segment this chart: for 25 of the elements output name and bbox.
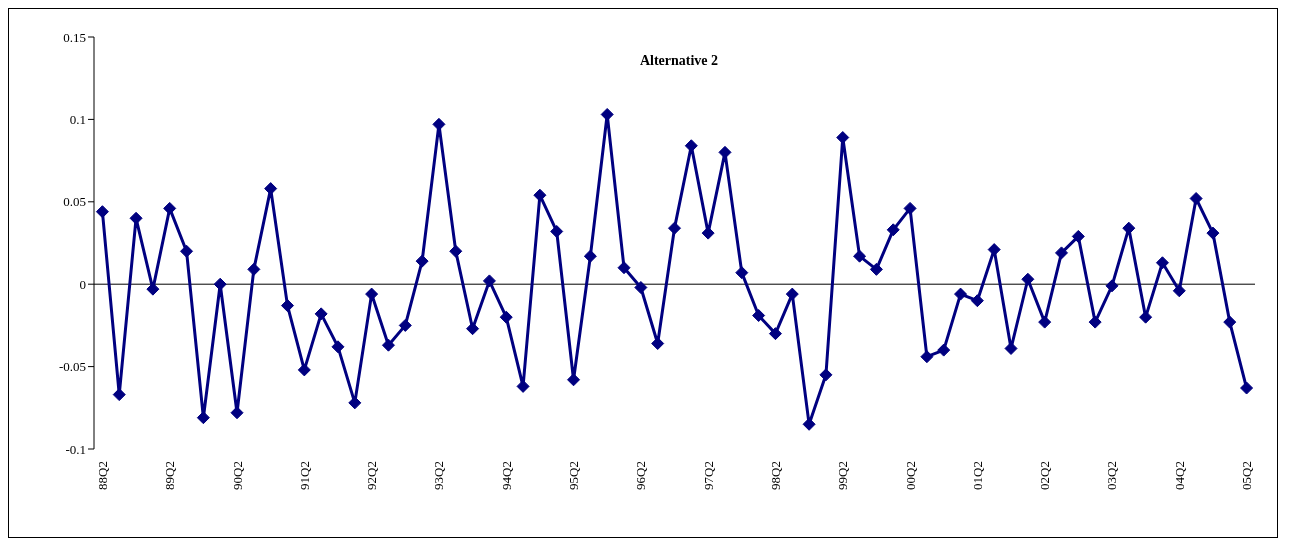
x-tick-label: 92Q2 bbox=[364, 461, 380, 490]
x-tick-label: 05Q2 bbox=[1239, 461, 1255, 490]
x-tick-label: 93Q2 bbox=[431, 461, 447, 490]
y-tick-label: -0.05 bbox=[58, 359, 86, 375]
x-tick-label: 95Q2 bbox=[566, 461, 582, 490]
text: Alternative 2 bbox=[638, 53, 720, 69]
x-tick-label: 03Q2 bbox=[1104, 461, 1120, 490]
y-tick-label: 0.1 bbox=[69, 112, 86, 128]
x-tick-label: 99Q2 bbox=[835, 461, 851, 490]
x-tick-label: 88Q2 bbox=[94, 461, 110, 490]
x-tick-label: 98Q2 bbox=[767, 461, 783, 490]
y-tick-label: 0 bbox=[79, 276, 86, 292]
x-tick-label: 04Q2 bbox=[1171, 461, 1187, 490]
y-tick-label: 0.15 bbox=[63, 29, 86, 45]
y-tick-label: -0.1 bbox=[65, 441, 86, 457]
x-tick-label: 89Q2 bbox=[162, 461, 178, 490]
x-tick-label: 90Q2 bbox=[229, 461, 245, 490]
x-tick-label: 97Q2 bbox=[700, 461, 716, 490]
x-tick-label: 00Q2 bbox=[902, 461, 918, 490]
x-tick-label: 94Q2 bbox=[498, 461, 514, 490]
y-tick-label: 0.05 bbox=[63, 194, 86, 210]
x-tick-label: 91Q2 bbox=[296, 461, 312, 490]
x-tick-label: 96Q2 bbox=[633, 461, 649, 490]
x-tick-label: 01Q2 bbox=[969, 461, 985, 490]
x-tick-label: 02Q2 bbox=[1037, 461, 1053, 490]
